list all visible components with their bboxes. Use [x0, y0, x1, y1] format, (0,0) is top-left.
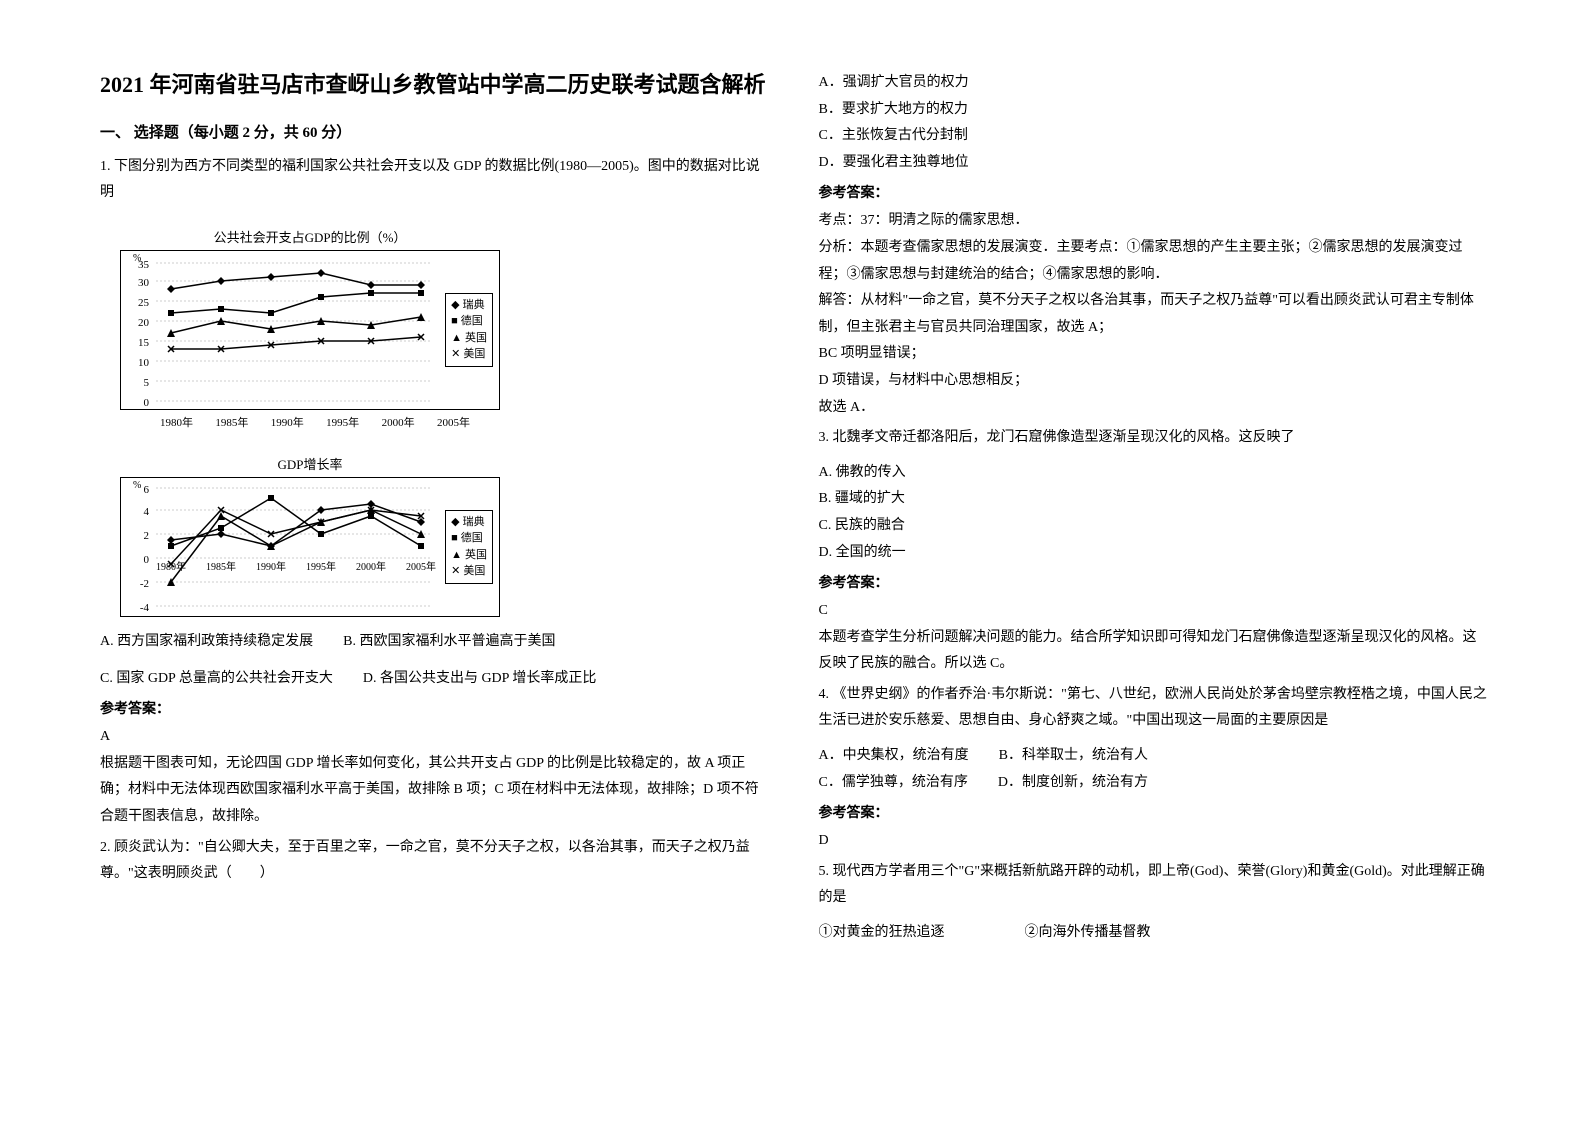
- q5-stem: 5. 现代西方学者用三个"G"来概括新航路开辟的动机，即上帝(God)、荣誉(G…: [819, 859, 1488, 912]
- svg-text:-4: -4: [140, 602, 150, 614]
- q3-opt-d: D. 全国的统一: [819, 540, 1488, 567]
- svg-text:1985年: 1985年: [206, 560, 236, 573]
- q1-answer: A: [100, 724, 769, 751]
- q4-opt-a: A．中央集权，统治有度: [819, 743, 969, 770]
- q3-answer: C: [819, 598, 1488, 625]
- q1-answer-label: 参考答案：: [100, 698, 769, 718]
- q2-analysis-5: D 项错误，与材料中心思想相反；: [819, 368, 1488, 395]
- q3-opt-c: C. 民族的融合: [819, 513, 1488, 540]
- q1-opt-d: D. 各国公共支出与 GDP 增长率成正比: [363, 666, 597, 693]
- chart1-container: 公共社会开支占GDP的比例（%） 0 5 10 15 20 25 30 35 %: [120, 227, 769, 430]
- q2-analysis-1: 考点：37：明清之际的儒家思想．: [819, 208, 1488, 235]
- legend-uk: 英国: [465, 330, 487, 347]
- chart1-box: 0 5 10 15 20 25 30 35 %: [120, 250, 500, 410]
- legend-germany: 德国: [461, 530, 483, 547]
- q1-options-cd: C. 国家 GDP 总量高的公共社会开支大 D. 各国公共支出与 GDP 增长率…: [100, 666, 769, 693]
- document-title: 2021 年河南省驻马店市查岈山乡教管站中学高二历史联考试题含解析: [100, 70, 769, 101]
- q4-stem: 4. 《世界史纲》的作者乔治·韦尔斯说："第七、八世纪，欧洲人民尚处於茅舍坞壁宗…: [819, 682, 1488, 735]
- q4-opt-d: D．制度创新，统治有方: [998, 770, 1148, 797]
- xlabel: 1995年: [326, 414, 359, 430]
- svg-text:5: 5: [144, 377, 150, 389]
- q1-explanation: 根据题干图表可知，无论四国 GDP 增长率如何变化，其公共开支占 GDP 的比例…: [100, 751, 769, 831]
- xlabel: 2005年: [437, 414, 470, 430]
- q4-options-cd: C．儒学独尊，统治有序 D．制度创新，统治有方: [819, 770, 1488, 797]
- q2-opt-d: D．要强化君主独尊地位: [819, 150, 1488, 177]
- xlabel: 1980年: [160, 414, 193, 430]
- q1-stem: 1. 下图分别为西方不同类型的福利国家公共社会开支以及 GDP 的数据比例(19…: [100, 154, 769, 207]
- legend-uk: 英国: [465, 547, 487, 564]
- svg-text:%: %: [133, 480, 141, 491]
- legend-sweden: 瑞典: [463, 514, 485, 531]
- section-header: 一、 选择题（每小题 2 分，共 60 分）: [100, 121, 769, 142]
- q5-opt-2: ②向海外传播基督教: [1025, 920, 1151, 947]
- q4-answer-label: 参考答案：: [819, 802, 1488, 822]
- right-column: A．强调扩大官员的权力 B．要求扩大地方的权力 C．主张恢复古代分封制 D．要强…: [819, 70, 1488, 1052]
- svg-text:15: 15: [138, 337, 150, 349]
- legend-germany: 德国: [461, 313, 483, 330]
- q5-opt-1: ①对黄金的狂热追逐: [819, 920, 945, 947]
- q2-analysis-3: 解答：从材料"一命之官，莫不分天子之权以各治其事，而天子之权乃益尊"可以看出顾炎…: [819, 288, 1488, 341]
- svg-text:2005年: 2005年: [406, 560, 436, 573]
- q2-stem: 2. 顾炎武认为："自公卿大夫，至于百里之宰，一命之官，莫不分天子之权，以各治其…: [100, 835, 769, 888]
- q1-opt-b: B. 西欧国家福利水平普遍高于美国: [343, 629, 555, 656]
- svg-text:6: 6: [144, 484, 150, 496]
- svg-text:1990年: 1990年: [256, 560, 286, 573]
- svg-text:20: 20: [138, 317, 150, 329]
- svg-text:2: 2: [144, 530, 150, 542]
- q4-options-ab: A．中央集权，统治有度 B．科举取士，统治有人: [819, 743, 1488, 770]
- q2-analysis-2: 分析：本题考查儒家思想的发展演变．主要考点：①儒家思想的产生主要主张；②儒家思想…: [819, 235, 1488, 288]
- q3-stem: 3. 北魏孝文帝迁都洛阳后，龙门石窟佛像造型逐渐呈现汉化的风格。这反映了: [819, 425, 1488, 452]
- q2-answer-label: 参考答案：: [819, 182, 1488, 202]
- left-column: 2021 年河南省驻马店市查岈山乡教管站中学高二历史联考试题含解析 一、 选择题…: [100, 70, 769, 1052]
- q1-opt-a: A. 西方国家福利政策持续稳定发展: [100, 629, 313, 656]
- xlabel: 1990年: [271, 414, 304, 430]
- chart1-xlabels: 1980年 1985年 1990年 1995年 2000年 2005年: [120, 410, 500, 430]
- svg-text:30: 30: [138, 277, 150, 289]
- chart1-legend: ◆瑞典 ■德国 ▲英国 ✕美国: [445, 293, 493, 367]
- chart1-title: 公共社会开支占GDP的比例（%）: [120, 227, 500, 246]
- q4-opt-c: C．儒学独尊，统治有序: [819, 770, 968, 797]
- legend-sweden: 瑞典: [463, 297, 485, 314]
- q4-opt-b: B．科举取士，统治有人: [999, 743, 1148, 770]
- svg-text:%: %: [133, 253, 141, 264]
- legend-usa: 美国: [463, 563, 485, 580]
- chart1-svg: 0 5 10 15 20 25 30 35 %: [121, 251, 501, 411]
- svg-text:2000年: 2000年: [356, 560, 386, 573]
- svg-text:0: 0: [144, 554, 150, 566]
- legend-usa: 美国: [463, 346, 485, 363]
- chart2-legend: ◆瑞典 ■德国 ▲英国 ✕美国: [445, 510, 493, 584]
- q2-opt-b: B．要求扩大地方的权力: [819, 97, 1488, 124]
- xlabel: 1985年: [215, 414, 248, 430]
- svg-text:1995年: 1995年: [306, 560, 336, 573]
- q1-options-ab: A. 西方国家福利政策持续稳定发展 B. 西欧国家福利水平普遍高于美国: [100, 629, 769, 656]
- q2-opt-c: C．主张恢复古代分封制: [819, 123, 1488, 150]
- q2-opt-a: A．强调扩大官员的权力: [819, 70, 1488, 97]
- q3-opt-a: A. 佛教的传入: [819, 460, 1488, 487]
- q3-opt-b: B. 疆域的扩大: [819, 486, 1488, 513]
- q4-answer: D: [819, 828, 1488, 855]
- q5-options: ①对黄金的狂热追逐 ②向海外传播基督教: [819, 920, 1488, 947]
- svg-text:4: 4: [144, 506, 150, 518]
- q2-analysis-4: BC 项明显错误；: [819, 341, 1488, 368]
- chart2-box: -4 -2 0 2 4 6 %: [120, 477, 500, 617]
- svg-text:-2: -2: [140, 578, 149, 590]
- chart2-container: GDP增长率 -4 -2 0 2 4 6 %: [120, 454, 769, 617]
- q1-opt-c: C. 国家 GDP 总量高的公共社会开支大: [100, 666, 333, 693]
- xlabel: 2000年: [382, 414, 415, 430]
- svg-text:0: 0: [144, 397, 150, 409]
- q3-answer-label: 参考答案：: [819, 572, 1488, 592]
- svg-text:25: 25: [138, 297, 150, 309]
- q2-analysis-6: 故选 A．: [819, 395, 1488, 422]
- q3-explanation: 本题考查学生分析问题解决问题的能力。结合所学知识即可得知龙门石窟佛像造型逐渐呈现…: [819, 625, 1488, 678]
- chart2-svg: -4 -2 0 2 4 6 %: [121, 478, 501, 618]
- chart2-title: GDP增长率: [120, 454, 500, 473]
- svg-text:10: 10: [138, 357, 150, 369]
- svg-text:1980年: 1980年: [156, 560, 186, 573]
